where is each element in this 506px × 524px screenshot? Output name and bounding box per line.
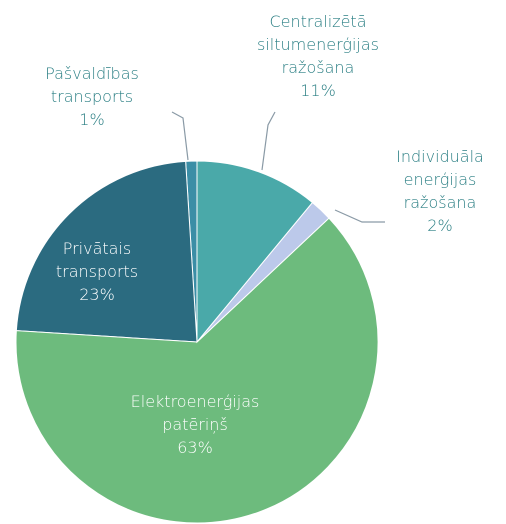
pie-slice xyxy=(196,160,314,344)
leader-line xyxy=(334,209,385,223)
category-label: Centralizētā siltumenerģijas ražošana xyxy=(257,12,379,77)
slice-label: Elektroenerģijas patēriņš 63% xyxy=(131,390,260,459)
value-label: 11% xyxy=(300,81,336,100)
value-label: 2% xyxy=(427,216,453,235)
slice-label: Pašvaldības transports 1% xyxy=(45,62,139,131)
value-label: 1% xyxy=(79,110,105,129)
value-label: 63% xyxy=(177,438,213,457)
slice-label: Centralizētā siltumenerģijas ražošana 11% xyxy=(257,10,379,102)
leader-line xyxy=(171,111,189,161)
category-label: Individuāla enerģijas ražošana xyxy=(396,147,484,212)
pie-slice xyxy=(15,160,198,343)
slice-label: Individuāla enerģijas ražošana 2% xyxy=(396,145,484,237)
category-label: Elektroenerģijas patēriņš xyxy=(130,392,260,434)
pie-slice xyxy=(15,217,379,524)
category-label: Pašvaldības transports xyxy=(45,64,139,106)
category-label: Privātais transports xyxy=(55,239,139,281)
leader-line xyxy=(261,111,276,171)
value-label: 23% xyxy=(79,285,115,304)
slice-label: Privātais transports 23% xyxy=(56,237,138,306)
